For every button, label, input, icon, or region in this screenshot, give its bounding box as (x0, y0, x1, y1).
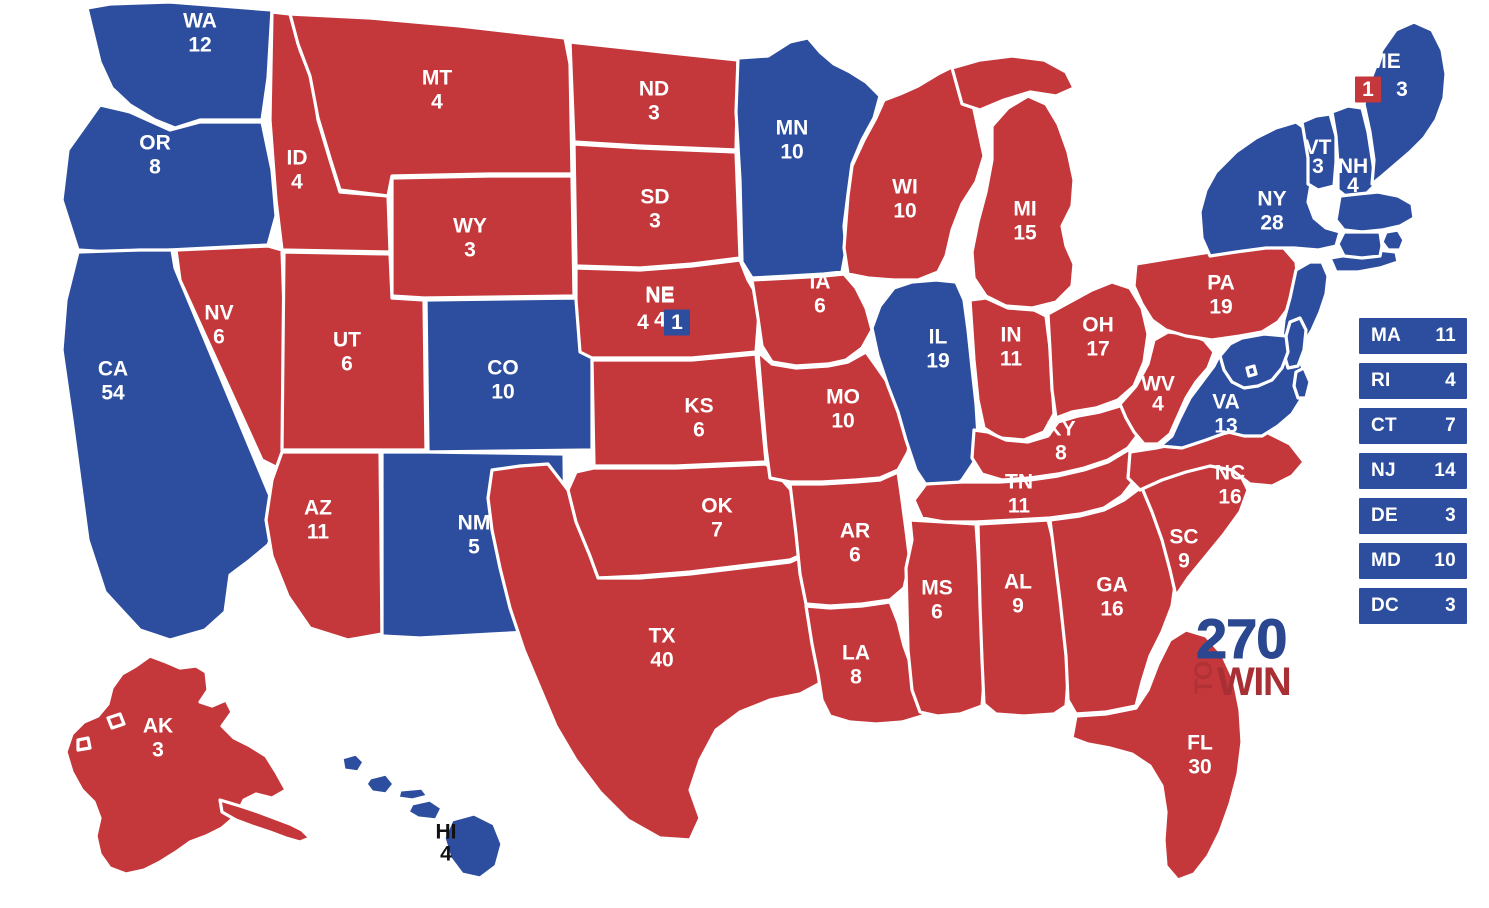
small-state-RI[interactable]: RI 4 (1359, 363, 1467, 399)
state-VA-eastern-shore[interactable] (1292, 366, 1312, 400)
small-state-legend-list: MA 11 RI 4 CT 7 NJ 14 DE 3 MD 10 DC 3 (1359, 318, 1467, 624)
small-state-abbr: MA (1371, 325, 1402, 346)
small-state-ev: 7 (1445, 415, 1456, 436)
district-chip-NE[interactable] (664, 309, 690, 336)
small-state-ev: 4 (1445, 370, 1456, 391)
small-state-NJ[interactable]: NJ 14 (1359, 453, 1467, 489)
small-state-MD[interactable]: MD 10 (1359, 543, 1467, 579)
state-NH[interactable] (1330, 104, 1378, 200)
state-NE[interactable] (574, 258, 762, 360)
state-HI-kauai[interactable] (340, 752, 366, 774)
state-MI[interactable] (970, 94, 1076, 310)
small-state-abbr: DE (1371, 505, 1398, 526)
state-FL[interactable] (1070, 628, 1244, 882)
state-OK[interactable] (566, 462, 810, 580)
state-IA[interactable] (750, 272, 874, 368)
small-state-DC[interactable]: DC 3 (1359, 588, 1467, 624)
state-CT[interactable] (1336, 230, 1384, 260)
state-MI-up[interactable] (950, 54, 1076, 112)
state-MS[interactable] (904, 518, 986, 718)
small-state-DE[interactable]: DE 3 (1359, 498, 1467, 534)
state-ND[interactable] (568, 40, 740, 152)
state-HI-molokai[interactable] (396, 786, 430, 802)
small-state-abbr: MD (1371, 550, 1402, 571)
small-state-ev: 3 (1445, 505, 1456, 526)
state-AK-aleutians[interactable] (218, 798, 312, 844)
state-DC[interactable] (1245, 364, 1258, 378)
small-state-abbr: RI (1371, 370, 1391, 391)
small-state-ev: 10 (1434, 550, 1456, 571)
state-AK[interactable] (64, 654, 288, 876)
state-MD[interactable] (1218, 332, 1290, 390)
state-ME[interactable] (1362, 20, 1448, 186)
state-WV[interactable] (1118, 330, 1216, 446)
state-VT[interactable] (1300, 112, 1338, 192)
small-state-CT[interactable]: CT 7 (1359, 408, 1467, 444)
state-HI-group (340, 752, 504, 880)
state-IN[interactable] (968, 296, 1056, 442)
state-AZ[interactable] (264, 450, 384, 642)
small-state-ev: 14 (1434, 460, 1456, 481)
district-chip-ME[interactable] (1355, 76, 1381, 103)
state-OR[interactable] (60, 103, 278, 254)
state-WY[interactable] (390, 174, 576, 300)
state-UT[interactable] (280, 250, 428, 452)
state-NY[interactable] (1198, 120, 1342, 258)
state-HI-oahu[interactable] (364, 772, 396, 796)
state-WA[interactable] (85, 0, 274, 130)
state-MA[interactable] (1334, 190, 1416, 234)
state-RI[interactable] (1380, 228, 1406, 252)
state-CO[interactable] (424, 296, 594, 454)
small-state-abbr: DC (1371, 595, 1400, 616)
small-state-ev: 11 (1435, 325, 1456, 346)
small-state-ev: 3 (1445, 595, 1456, 616)
state-HI-maui[interactable] (406, 798, 444, 822)
state-KS[interactable] (590, 352, 768, 468)
state-GA[interactable] (1048, 486, 1178, 716)
state-PA[interactable] (1132, 244, 1300, 342)
states-layer (60, 0, 1448, 882)
state-WI[interactable] (842, 64, 986, 282)
state-SD[interactable] (572, 142, 742, 270)
state-OH[interactable] (1046, 280, 1150, 420)
small-state-abbr: CT (1371, 415, 1397, 436)
state-TX[interactable] (486, 462, 838, 842)
state-AR[interactable] (788, 470, 912, 608)
small-state-abbr: NJ (1371, 460, 1396, 481)
state-MT[interactable] (288, 12, 574, 198)
small-state-MA[interactable]: MA 11 (1359, 318, 1467, 354)
state-HI-bigisland[interactable] (442, 812, 504, 880)
